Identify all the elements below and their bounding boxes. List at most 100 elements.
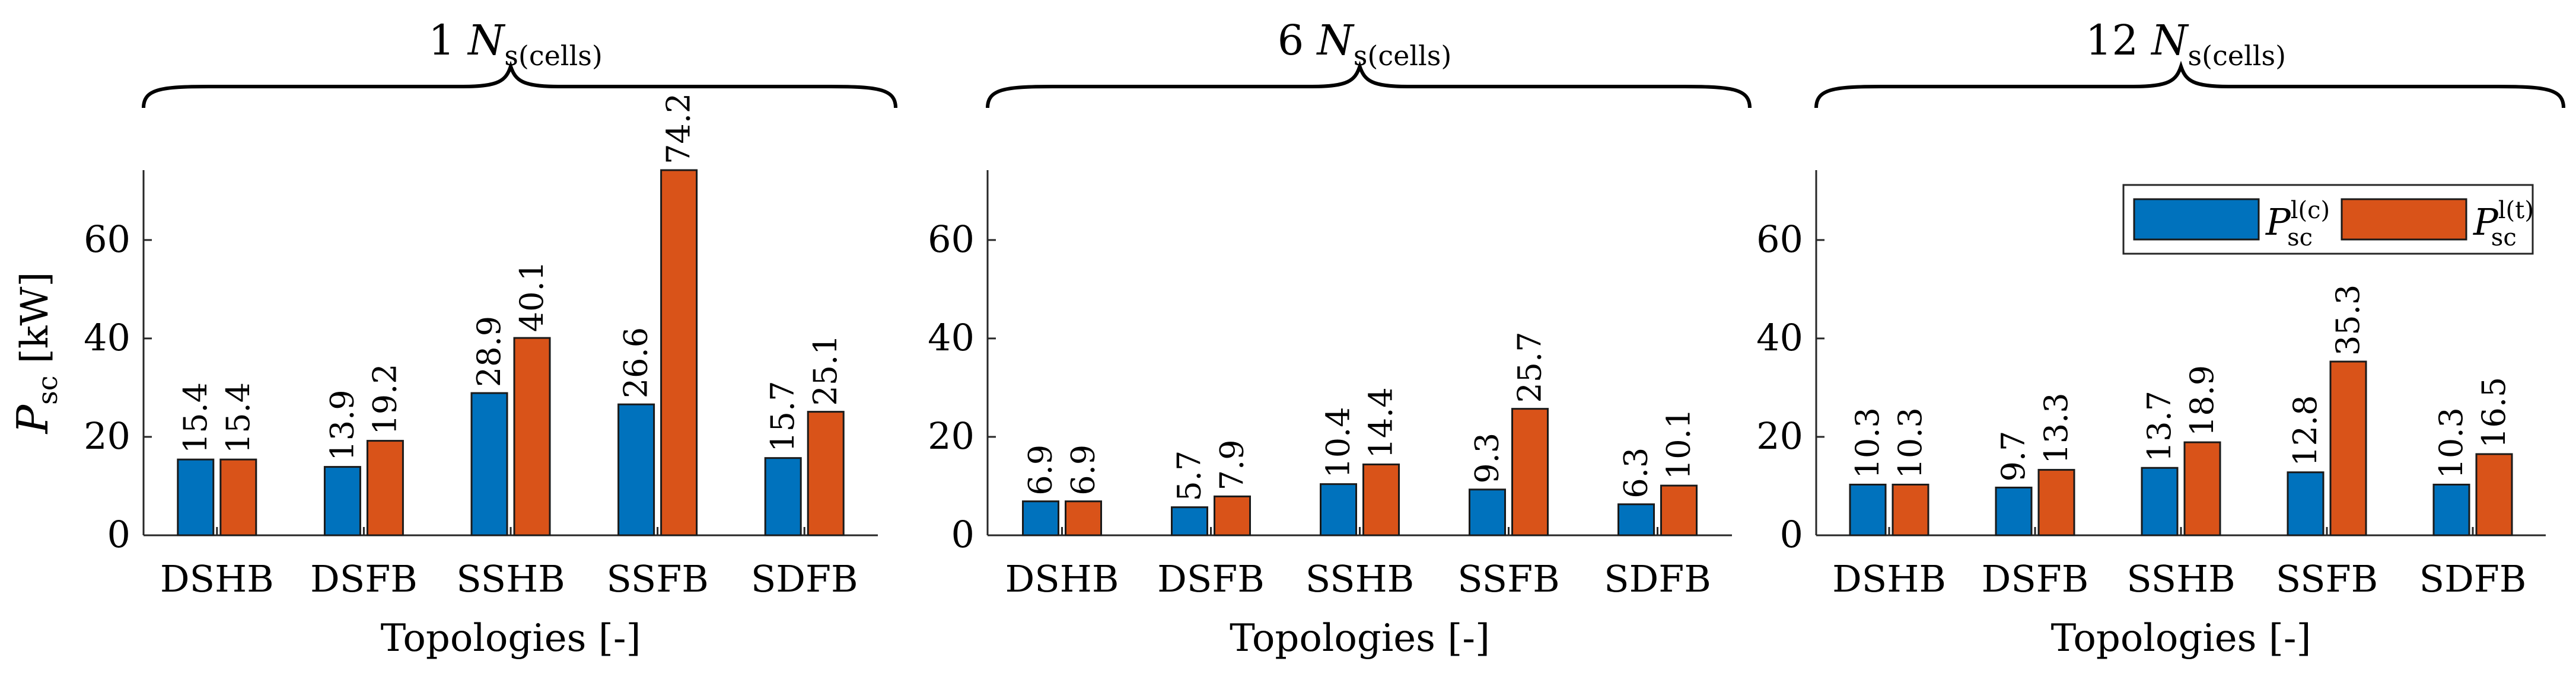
y-tick-label: 0 [951, 513, 975, 556]
legend: Pl(c) sc Pl(t) sc [2122, 184, 2534, 255]
data-label: 7.9 [1214, 440, 1251, 491]
group-title: 1 Ns(cells) [428, 16, 603, 72]
x-axis-label: Topologies [-] [1230, 616, 1490, 660]
bar-lt-dshb [1065, 500, 1102, 536]
y-tick-label: 60 [1756, 218, 1803, 261]
category-label: SDFB [751, 557, 858, 600]
bar-lt-dshb [1892, 483, 1929, 536]
y-axis-label: Psc [kW] [8, 272, 63, 435]
group-subscript: s(cells) [2188, 40, 2287, 72]
bar-lc-sshb [2141, 467, 2179, 536]
category-label: DSHB [1005, 557, 1119, 600]
data-label: 6.9 [1065, 445, 1102, 496]
legend-symbol: P [2265, 200, 2291, 244]
legend-superscript: l(t) [2498, 197, 2534, 224]
bar-lc-dsfb [1171, 506, 1208, 536]
group-title: 6 Ns(cells) [1278, 16, 1452, 72]
category-label: SSHB [2126, 557, 2236, 600]
legend-subscript: sc [2491, 224, 2517, 251]
y-tick-label: 20 [84, 414, 130, 458]
category-label: SSHB [456, 557, 565, 600]
y-axis-symbol: P [8, 404, 58, 435]
legend-subscript: sc [2287, 224, 2313, 251]
legend-symbol: P [2473, 200, 2499, 244]
y-tick-label: 0 [1780, 513, 1803, 556]
category-label: SSFB [1457, 557, 1559, 600]
y-tick-label: 20 [928, 414, 975, 458]
legend-swatch-lc [2133, 198, 2260, 241]
y-tick-label: 60 [928, 218, 975, 261]
panel-2: 0 20 40 60 DSHB 6.9 6.9 DSFB 5.7 7.9 SSHB 10.4 14.4 S… [928, 16, 1752, 660]
x-axis-label: Topologies [-] [381, 616, 641, 660]
bar-lt-sdfb [1660, 484, 1698, 536]
y-axis-subscript: sc [31, 376, 63, 405]
legend-label: Pl(c) sc [2265, 197, 2330, 251]
bar-lt-sshb [1362, 463, 1400, 536]
y-tick-label: 40 [1756, 316, 1803, 359]
x-axis-label: Topologies [-] [2051, 616, 2311, 660]
category-label: SDFB [1604, 557, 1711, 600]
data-label: 40.1 [513, 261, 550, 332]
data-label: 13.9 [323, 389, 361, 461]
data-label: 15.4 [177, 382, 214, 453]
data-label: 74.2 [660, 93, 698, 164]
data-label: 19.2 [366, 363, 403, 435]
y-tick-label: 40 [928, 316, 975, 359]
data-label: 6.3 [1617, 448, 1655, 499]
bar-lt-dsfb [366, 440, 404, 536]
bar-lt-ssfb [660, 169, 698, 536]
data-label: 10.4 [1320, 407, 1357, 478]
panel-1: 0 20 40 60 DSHB 15.4 15.4 DSFB 13.9 19.2 SSHB 28.94… [84, 16, 897, 660]
bar-lt-sdfb [2475, 453, 2513, 536]
data-label: 26.6 [617, 327, 655, 398]
bar-lc-sdfb [2432, 483, 2470, 536]
bar-lt-sshb [513, 337, 551, 536]
data-label: 25.1 [807, 334, 844, 405]
bar-lt-sshb [2183, 441, 2221, 536]
group-subscript: s(cells) [1354, 40, 1452, 72]
data-label: 10.1 [1660, 408, 1698, 480]
bar-lc-dshb [177, 458, 215, 536]
category-label: DSFB [1982, 557, 2089, 600]
data-label: 15.7 [764, 381, 801, 452]
data-label: 18.9 [2183, 365, 2221, 436]
bar-lc-sshb [1320, 483, 1357, 536]
category-label: SSHB [1305, 557, 1415, 600]
data-label: 15.4 [219, 382, 257, 453]
group-subscript: s(cells) [504, 40, 603, 72]
category-label: DSHB [160, 557, 274, 600]
y-tick-label: 40 [84, 316, 130, 359]
group-brace [1814, 60, 2565, 108]
bar-lc-dshb [1022, 500, 1059, 536]
y-tick-label: 20 [1756, 414, 1803, 458]
group-symbol: N [2150, 16, 2189, 65]
bar-lc-dsfb [1995, 486, 2033, 536]
bar-lc-sdfb [764, 457, 802, 536]
bar-lt-dsfb [1214, 495, 1251, 536]
y-axis-unit: [kW] [13, 272, 57, 376]
category-label: DSFB [1157, 557, 1265, 600]
data-label: 25.7 [1511, 331, 1549, 403]
data-label: 10.3 [1849, 407, 1886, 478]
data-label: 14.4 [1362, 387, 1400, 458]
data-label: 6.9 [1022, 445, 1059, 496]
category-label: DSFB [310, 557, 418, 600]
data-label: 13.7 [2141, 391, 2178, 462]
bar-lt-dshb [219, 458, 257, 536]
bar-lc-sdfb [1617, 503, 1655, 536]
bar-lc-dsfb [323, 466, 361, 536]
data-label: 10.3 [1892, 407, 1929, 478]
group-symbol: N [1316, 16, 1355, 65]
data-label: 9.7 [1995, 431, 2032, 482]
bar-lt-sdfb [807, 411, 845, 536]
data-label: 9.3 [1469, 433, 1506, 484]
data-label: 10.3 [2432, 407, 2470, 478]
category-label: SSFB [606, 557, 708, 600]
data-label: 16.5 [2475, 377, 2513, 448]
group-prefix: 12 [2085, 16, 2151, 65]
bar-lc-ssfb [1469, 488, 1506, 536]
group-title: 12 Ns(cells) [2085, 16, 2286, 72]
y-tick-label: 60 [84, 218, 130, 261]
